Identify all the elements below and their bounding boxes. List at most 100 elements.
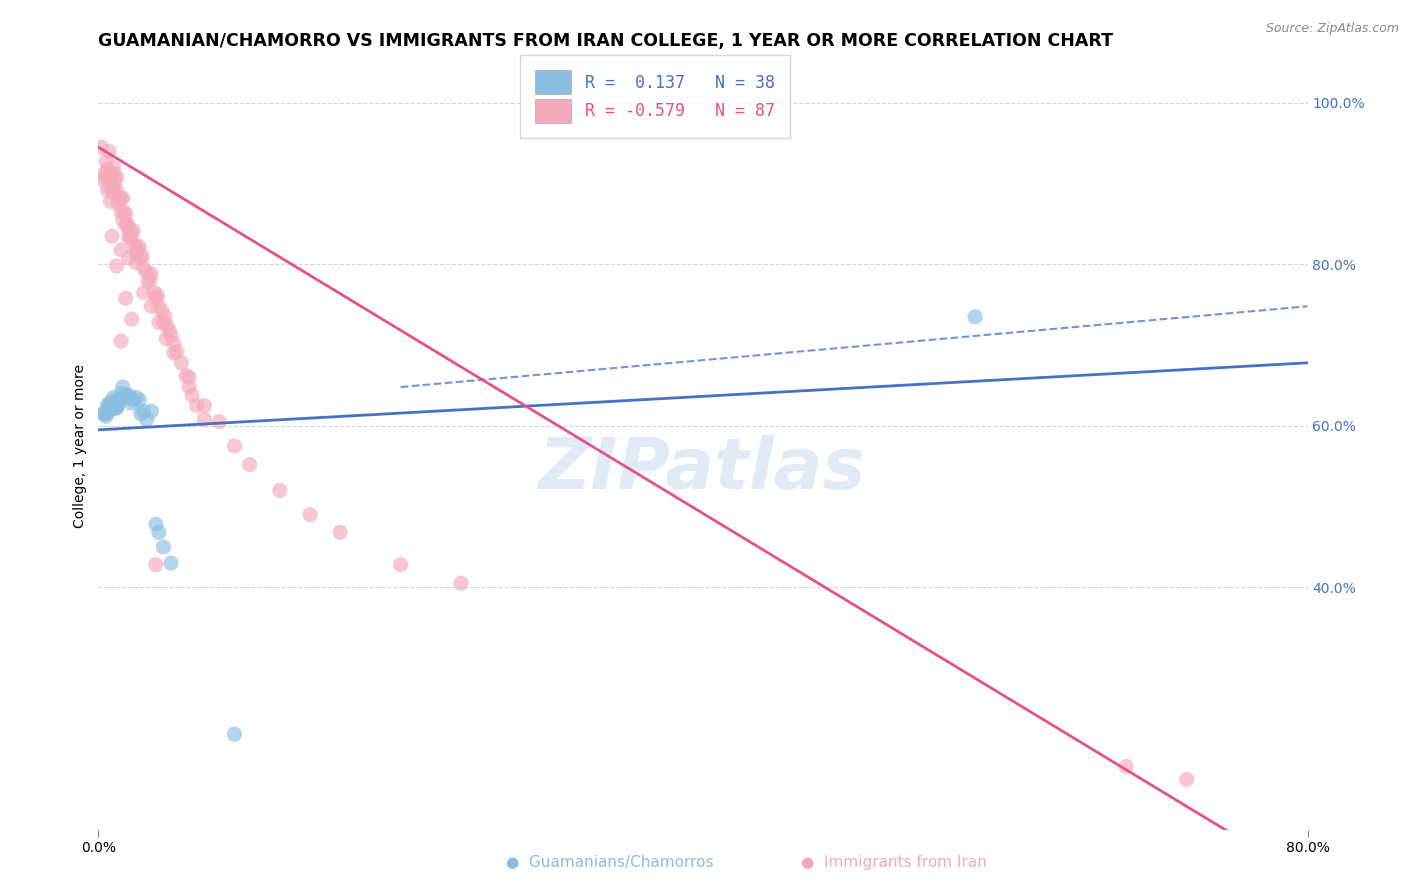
Point (101, 167, 124, 181)
Text: ●  Guamanians/Chamorros: ● Guamanians/Chamorros (506, 855, 714, 870)
Point (163, 346, 186, 360)
Point (179, 370, 201, 384)
Point (108, 392, 131, 407)
Point (127, 241, 149, 255)
Point (118, 229, 141, 244)
Point (100, 194, 122, 209)
Point (269, 483, 291, 498)
Point (299, 508, 322, 522)
Point (94, 170, 117, 185)
Point (141, 404, 163, 418)
Point (124, 237, 146, 252)
Point (108, 191, 131, 205)
Point (163, 336, 186, 351)
Point (100, 180, 122, 194)
Point (131, 249, 153, 263)
Point (98, 396, 121, 410)
Point (155, 318, 177, 332)
Point (98, 404, 121, 418)
Point (114, 291, 136, 305)
Text: ZIPatlas: ZIPatlas (540, 434, 866, 503)
Point (1175, 772, 1198, 787)
Point (143, 285, 166, 300)
Point (105, 401, 128, 415)
Y-axis label: College, 1 year or more: College, 1 year or more (73, 364, 87, 528)
Point (103, 186, 125, 201)
Point (181, 388, 204, 402)
Point (115, 391, 138, 405)
Point (450, 576, 472, 591)
Point (90, 140, 112, 154)
Point (94, 407, 117, 421)
Point (179, 380, 201, 394)
Point (96, 183, 118, 197)
Text: ●  Immigrants from Iran: ● Immigrants from Iran (801, 855, 987, 870)
Point (111, 213, 134, 227)
Point (389, 558, 412, 572)
Point (193, 399, 215, 413)
Point (132, 404, 155, 418)
Point (153, 310, 176, 324)
Point (135, 265, 157, 279)
Point (93, 167, 115, 181)
Point (121, 396, 143, 410)
Point (208, 415, 231, 429)
Point (91, 407, 114, 421)
Point (94, 409, 117, 424)
Point (224, 439, 246, 453)
Point (125, 245, 148, 260)
Point (110, 204, 132, 219)
Point (965, 310, 987, 324)
Point (141, 299, 163, 313)
Point (101, 229, 124, 244)
Point (100, 399, 122, 413)
Point (118, 221, 141, 235)
Point (148, 299, 170, 313)
Point (115, 217, 138, 231)
Point (107, 196, 129, 211)
Point (103, 161, 125, 175)
Point (186, 399, 208, 413)
Point (118, 251, 141, 265)
Point (136, 275, 159, 289)
Point (114, 219, 136, 233)
Point (125, 256, 148, 270)
Point (128, 239, 150, 253)
Point (91, 172, 114, 186)
Point (104, 172, 127, 186)
Point (103, 396, 125, 410)
Point (114, 207, 136, 221)
Point (224, 727, 246, 741)
Point (111, 191, 134, 205)
Point (146, 288, 169, 302)
Point (160, 556, 183, 570)
Point (105, 170, 128, 185)
Point (110, 334, 132, 348)
Point (159, 324, 181, 338)
Legend: R =  0.137   N = 38, R = -0.579   N = 87: R = 0.137 N = 38, R = -0.579 N = 87 (520, 55, 790, 137)
Point (118, 388, 141, 402)
Point (160, 328, 183, 343)
Point (329, 525, 352, 540)
Point (174, 368, 197, 383)
Point (103, 167, 125, 181)
Point (93, 407, 115, 421)
Point (105, 392, 128, 407)
Text: GUAMANIAN/CHAMORRO VS IMMIGRANTS FROM IRAN COLLEGE, 1 YEAR OR MORE CORRELATION C: GUAMANIAN/CHAMORRO VS IMMIGRANTS FROM IR… (98, 32, 1114, 50)
Point (101, 401, 124, 415)
Point (122, 223, 145, 237)
Point (104, 401, 127, 415)
Point (145, 558, 167, 572)
Point (193, 412, 215, 426)
Text: Source: ZipAtlas.com: Source: ZipAtlas.com (1265, 22, 1399, 36)
Point (110, 243, 132, 257)
Point (155, 332, 177, 346)
Point (135, 412, 157, 426)
Point (125, 391, 148, 405)
Point (98, 172, 121, 186)
Point (112, 204, 135, 219)
Point (148, 315, 170, 329)
Point (121, 312, 143, 326)
Point (121, 227, 143, 241)
Point (129, 407, 152, 421)
